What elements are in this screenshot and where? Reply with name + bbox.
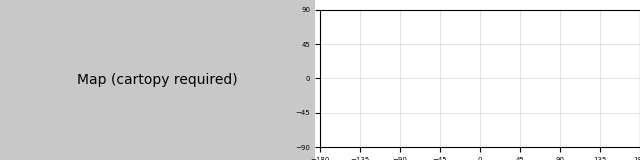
Text: Map (cartopy required): Map (cartopy required) — [77, 73, 237, 87]
